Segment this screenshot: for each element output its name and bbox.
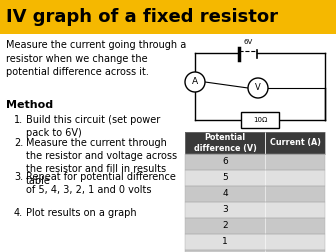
Text: 3: 3 <box>222 205 228 214</box>
Text: Method: Method <box>6 100 53 110</box>
Bar <box>185 154 325 170</box>
Circle shape <box>185 72 205 92</box>
Bar <box>185 218 325 234</box>
Text: 3.: 3. <box>14 172 23 182</box>
Text: Build this circuit (set power
pack to 6V): Build this circuit (set power pack to 6V… <box>26 115 160 138</box>
Bar <box>185 132 325 154</box>
Bar <box>185 234 325 250</box>
Text: 4.: 4. <box>14 208 23 218</box>
Bar <box>185 250 325 252</box>
Text: Current (A): Current (A) <box>269 139 321 147</box>
Text: Repeat for potential difference
of 5, 4, 3, 2, 1 and 0 volts: Repeat for potential difference of 5, 4,… <box>26 172 176 195</box>
Text: Measure the current through
the resistor and voltage across
the resistor and fil: Measure the current through the resistor… <box>26 138 177 186</box>
Bar <box>185 234 325 250</box>
Text: Measure the current going through a
resistor when we change the
potential differ: Measure the current going through a resi… <box>6 40 186 77</box>
Text: V: V <box>255 83 261 92</box>
Bar <box>185 170 325 186</box>
Text: 6V: 6V <box>243 39 253 45</box>
Bar <box>185 218 325 234</box>
Text: 4: 4 <box>222 190 228 199</box>
Text: 5: 5 <box>222 173 228 182</box>
Bar <box>185 202 325 218</box>
Circle shape <box>248 78 268 98</box>
Bar <box>185 186 325 202</box>
Text: 1: 1 <box>222 237 228 246</box>
Bar <box>185 154 325 170</box>
Text: 2: 2 <box>222 222 228 231</box>
Text: A: A <box>192 78 198 86</box>
Text: 1.: 1. <box>14 115 23 125</box>
Bar <box>185 186 325 202</box>
Bar <box>185 202 325 218</box>
Bar <box>241 112 279 128</box>
Text: IV graph of a fixed resistor: IV graph of a fixed resistor <box>6 8 278 26</box>
Text: 6: 6 <box>222 158 228 167</box>
Text: Potential
difference (V): Potential difference (V) <box>194 133 256 153</box>
Text: 2.: 2. <box>14 138 23 148</box>
Bar <box>185 132 325 154</box>
Bar <box>0 0 336 34</box>
Text: 10Ω: 10Ω <box>253 117 267 123</box>
Text: Plot results on a graph: Plot results on a graph <box>26 208 137 218</box>
Bar <box>185 250 325 252</box>
Bar <box>185 170 325 186</box>
